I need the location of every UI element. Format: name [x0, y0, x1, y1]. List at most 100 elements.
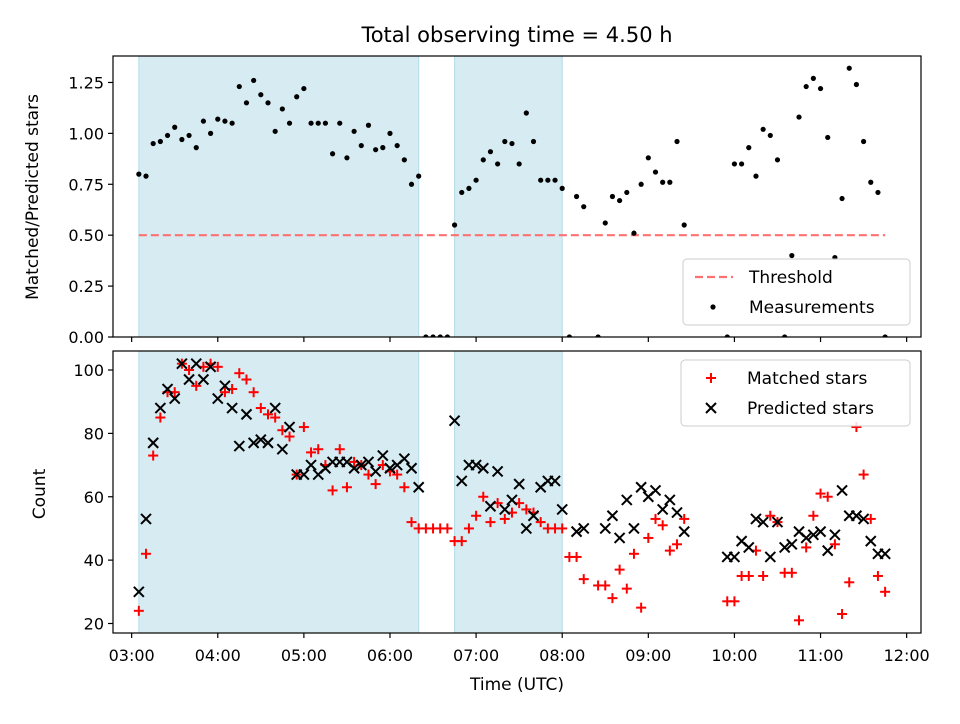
measurements-point [566, 334, 572, 337]
matched-stars-point [270, 412, 281, 423]
measurements-point [839, 195, 845, 202]
measurements-point [294, 94, 300, 100]
x-b [764, 551, 777, 563]
measurements-point [645, 155, 651, 161]
bottom-xtick-label: 06:00 [367, 646, 413, 665]
top-y-axis-label: Matched/Predicted stars [23, 94, 43, 300]
x-b [671, 506, 683, 519]
predicted-stars-point [506, 494, 518, 506]
predicted-stars-point [865, 535, 877, 547]
predicted-stars-point [456, 475, 468, 487]
legend-measurements-label: Measurements [749, 298, 875, 318]
matched-stars-point [578, 574, 589, 585]
measurements-point [272, 128, 278, 134]
predicted-stars-point [599, 522, 611, 535]
legend-measurements-swatch [710, 304, 716, 310]
predicted-stars-point [678, 525, 690, 538]
matched-stars-point [571, 551, 582, 562]
predicted-stars-point [262, 437, 274, 449]
predicted-stars-point [578, 522, 590, 535]
top-ytick-label: 0.00 [68, 328, 104, 347]
x-b [212, 392, 224, 405]
measurements-point [810, 75, 816, 81]
x-b [771, 516, 784, 528]
bottom-panel: 20 40 60 80 100 03:00 04:00 05:00 06:00 07:00 08:0… [73, 350, 930, 665]
predicted-stars-point [829, 529, 841, 541]
measurements-point [602, 220, 608, 226]
predicted-stars-point [778, 541, 791, 554]
bottom-ytick-label: 100 [73, 361, 104, 380]
x-b [778, 541, 791, 554]
x-b [204, 361, 217, 373]
measurements-point [229, 120, 235, 126]
measurements-point [265, 100, 271, 106]
measurements-point [172, 124, 178, 130]
measurements-point [774, 157, 781, 163]
matched-stars-point [815, 488, 826, 499]
x-b [606, 510, 619, 522]
measurements-point [143, 173, 149, 179]
measurements-point [487, 149, 494, 155]
measurements-point [660, 179, 666, 185]
predicted-stars-point [355, 459, 367, 471]
x-b [305, 459, 317, 471]
predicted-stars-point [491, 465, 504, 478]
predicted-stars-point [549, 475, 561, 487]
predicted-stars-point [283, 421, 296, 433]
predicted-stars-point [857, 513, 870, 525]
x-b [176, 357, 188, 370]
matched-stars-point [442, 523, 453, 534]
measurements-point [301, 85, 307, 92]
predicted-stars-point [348, 462, 360, 474]
bottom-xtick-label: 07:00 [453, 646, 499, 665]
predicted-stars-point [728, 551, 741, 563]
predicted-stars-point [154, 402, 167, 414]
matched-stars-point [844, 577, 855, 588]
measurements-point [215, 116, 221, 122]
x-b [757, 516, 769, 528]
predicted-stars-point [664, 494, 676, 506]
matched-stars-point [794, 615, 805, 626]
x-b [384, 462, 396, 474]
measurements-point [782, 334, 788, 337]
matched-stars-point [837, 608, 848, 619]
measurements-point [380, 145, 386, 151]
measurements-point [258, 92, 264, 98]
bottom-xtick-label: 05:00 [281, 646, 327, 665]
x-b [735, 535, 748, 547]
matched-stars-point [643, 532, 654, 543]
measurements-point [373, 147, 379, 153]
predicted-stars-point [499, 503, 511, 516]
matched-stars-point [628, 548, 639, 559]
x-b [456, 475, 468, 487]
x-b [705, 402, 717, 414]
predicted-stars-point [183, 373, 195, 386]
x-b [865, 535, 877, 547]
x-b [341, 456, 353, 468]
predicted-stars-point [484, 500, 497, 512]
x-b [362, 456, 375, 468]
top-ytick-label: 1.00 [68, 124, 104, 143]
x-b [133, 586, 145, 598]
predicted-stars-point [879, 548, 891, 560]
measurements-point [681, 222, 687, 228]
predicted-stars-point [176, 357, 188, 370]
measurements-point [538, 177, 544, 183]
measurements-point [200, 118, 207, 124]
legend-matched-stars-swatch [706, 373, 716, 383]
x-b [649, 484, 662, 497]
matched-stars-point [248, 387, 259, 398]
matched-stars-point [765, 510, 776, 521]
predicted-stars-point [197, 373, 210, 386]
measurements-point [186, 132, 192, 139]
measurements-point [552, 177, 558, 183]
bottom-xtick-label: 04:00 [195, 646, 241, 665]
measurements-point [724, 334, 730, 337]
x-b [190, 357, 202, 370]
x-b [477, 462, 489, 474]
matched-stars-point [191, 380, 202, 391]
predicted-stars-point [786, 538, 798, 550]
measurements-point [624, 189, 630, 196]
measurements-point [760, 126, 766, 132]
x-b [599, 522, 611, 535]
